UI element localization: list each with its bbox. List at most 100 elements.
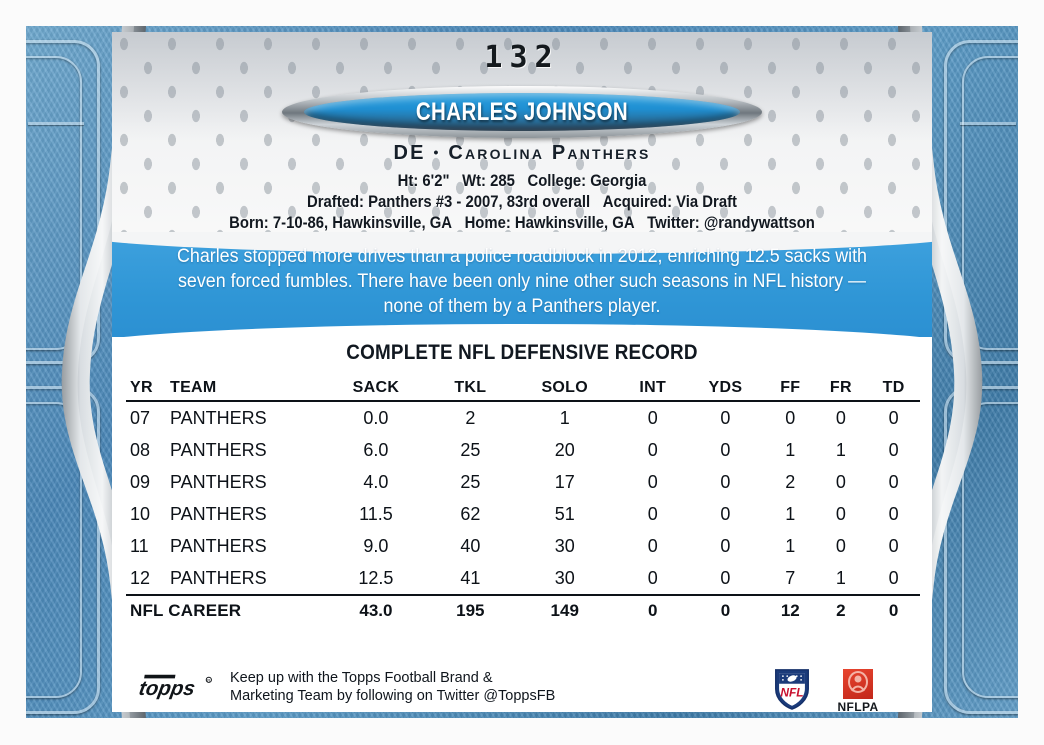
- bio-acquired: Acquired: Via Draft: [602, 193, 737, 211]
- cell-fr: 0: [835, 471, 846, 492]
- cell-team: PANTHERS: [170, 407, 267, 428]
- cell-career-sack: 43.0: [320, 594, 432, 626]
- cell-int: 0: [647, 567, 658, 588]
- topps-logo: topps R: [137, 674, 212, 700]
- border-ornament-left-bar: [28, 122, 84, 125]
- cell-td: 0: [888, 535, 899, 556]
- cell-career-fr: 2: [814, 594, 868, 626]
- bio-drafted: Drafted: Panthers #3 - 2007, 83rd overal…: [307, 193, 591, 211]
- player-name: CHARLES JOHNSON: [415, 97, 629, 126]
- bio-height: Ht: 6'2": [397, 172, 450, 190]
- column-header-int: INT: [620, 379, 685, 402]
- column-header-sack: SACK: [320, 379, 432, 402]
- column-header-yr: YR: [126, 379, 170, 402]
- nflpa-figure-icon: [848, 671, 868, 693]
- player-position: DE: [393, 142, 426, 164]
- column-header-fr: FR: [814, 379, 868, 402]
- svg-text:NFL: NFL: [780, 686, 803, 700]
- cell-fr: 1: [835, 567, 846, 588]
- bio-line-origin: Born: 7-10-86, Hawkinsville, GA Home: Haw…: [153, 214, 891, 233]
- jersey-mesh-shading: [112, 32, 932, 268]
- cell-fr: 1: [835, 439, 846, 460]
- column-header-team: TEAM: [170, 379, 320, 402]
- cell-ff: 1: [785, 535, 796, 556]
- cell-yds: 0: [720, 567, 731, 588]
- cell-solo: 1: [559, 407, 570, 428]
- cell-team: PANTHERS: [170, 503, 267, 524]
- cell-yds: 0: [720, 535, 731, 556]
- bio-line-draft: Drafted: Panthers #3 - 2007, 83rd overal…: [153, 193, 891, 212]
- cell-yr: 09: [130, 471, 151, 492]
- cell-yr: 07: [130, 407, 151, 428]
- cell-yds: 0: [720, 439, 731, 460]
- cell-solo: 20: [554, 439, 575, 460]
- cell-int: 0: [647, 439, 658, 460]
- card-footer: topps R Keep up with the Topps Football …: [112, 667, 932, 712]
- bio-college: College: Georgia: [527, 172, 647, 190]
- column-header-solo: SOLO: [508, 379, 621, 402]
- bio-born: Born: 7-10-86, Hawkinsville, GA: [229, 214, 452, 232]
- bio-weight: Wt: 285: [462, 172, 515, 190]
- separator-dot: •: [433, 144, 441, 160]
- border-ornament-left-lower-inner: [26, 402, 82, 698]
- nfl-shield-icon: NFL: [775, 669, 809, 710]
- cell-tkl: 25: [460, 471, 481, 492]
- cell-fr: 0: [835, 535, 846, 556]
- table-row: 10 PANTHERS 11.5 62 51 0 0 1 0 0: [126, 498, 920, 530]
- cell-yr: 10: [130, 503, 151, 524]
- svg-text:topps: topps: [137, 677, 197, 700]
- cell-td: 0: [888, 567, 899, 588]
- cell-tkl: 2: [465, 407, 476, 428]
- table-row: 09 PANTHERS 4.0 25 17 0 0 2 0 0: [126, 466, 920, 498]
- cell-fr: 0: [835, 503, 846, 524]
- bio-home: Home: Hawkinsville, GA: [464, 214, 635, 232]
- cell-td: 0: [888, 407, 899, 428]
- name-plate-inner-fill: [304, 93, 740, 131]
- cell-sack: 6.0: [363, 439, 389, 460]
- cell-yr: 08: [130, 439, 151, 460]
- stats-table: YR TEAM SACK TKL SOLO INT YDS FF FR TD: [126, 379, 920, 626]
- border-ornament-right-lower-inner: [962, 402, 1018, 698]
- cell-career-tkl: 195: [431, 594, 509, 626]
- cell-tkl: 62: [460, 503, 481, 524]
- topps-promo-line-1: Keep up with the Topps Football Brand &: [230, 670, 493, 686]
- record-title: COMPLETE NFL DEFENSIVE RECORD: [346, 341, 698, 364]
- cell-int: 0: [647, 407, 658, 428]
- cell-team: PANTHERS: [170, 567, 267, 588]
- cell-team: PANTHERS: [170, 535, 267, 556]
- cell-career-int: 0: [620, 594, 685, 626]
- cell-tkl: 25: [460, 439, 481, 460]
- cell-career-td: 0: [867, 594, 920, 626]
- cell-sack: 9.0: [363, 535, 389, 556]
- cell-solo: 17: [554, 471, 575, 492]
- jersey-mesh-texture: [112, 32, 932, 268]
- player-team: Carolina Panthers: [448, 142, 651, 164]
- cell-sack: 4.0: [363, 471, 389, 492]
- topps-promo-text: Keep up with the Topps Football Brand & …: [230, 669, 555, 705]
- cell-int: 0: [647, 535, 658, 556]
- bio-twitter: Twitter: @randywattson: [647, 214, 815, 232]
- stats-header-row: YR TEAM SACK TKL SOLO INT YDS FF FR TD: [126, 379, 920, 402]
- cell-tkl: 40: [460, 535, 481, 556]
- cell-yds: 0: [720, 503, 731, 524]
- cell-sack: 11.5: [359, 503, 393, 524]
- cell-td: 0: [888, 471, 899, 492]
- cell-tkl: 41: [460, 567, 481, 588]
- border-ornament-right-upper-inner: [962, 56, 1018, 350]
- position-and-team: DE • Carolina Panthers: [112, 142, 932, 165]
- cell-career-solo: 149: [508, 594, 621, 626]
- blurb-text: Charles stopped more drives than a polic…: [177, 246, 867, 317]
- column-header-yds: YDS: [684, 379, 767, 402]
- border-ornament-right-bar: [960, 122, 1016, 125]
- card-face: 132 CHARLES JOHNSON DE • Carolina Panthe…: [112, 32, 932, 712]
- trading-card: 132 CHARLES JOHNSON DE • Carolina Panthe…: [26, 26, 1018, 718]
- cell-ff: 0: [785, 407, 796, 428]
- cell-yr: 12: [130, 567, 151, 588]
- table-row: 11 PANTHERS 9.0 40 30 0 0 1 0 0: [126, 530, 920, 562]
- svg-text:R: R: [207, 678, 210, 683]
- cell-sack: 12.5: [358, 567, 394, 588]
- bio-line-physical: Ht: 6'2" Wt: 285 College: Georgia: [153, 172, 891, 191]
- topps-promo-line-2: Marketing Team by following on Twitter @…: [230, 688, 556, 704]
- cell-career-yds: 0: [684, 594, 767, 626]
